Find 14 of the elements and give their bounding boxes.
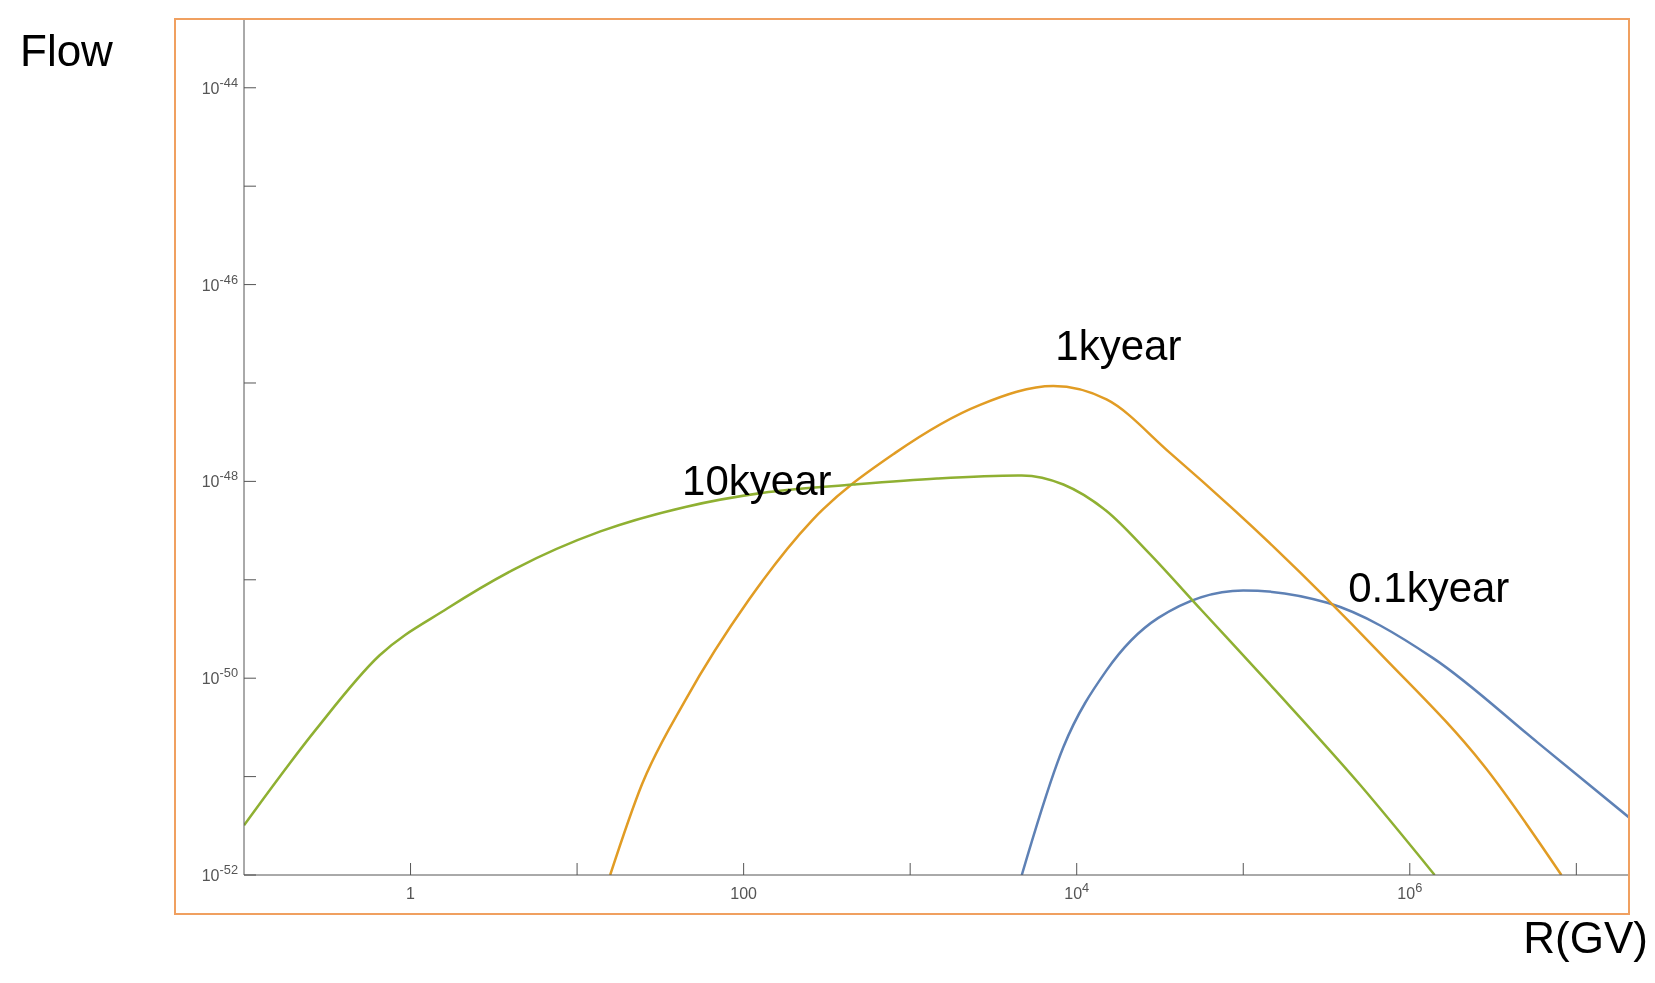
x-tick-label: 100 xyxy=(730,885,758,902)
series-label: 10kyear xyxy=(682,457,832,505)
x-tick-label: 10$^{4}$ xyxy=(1064,879,1090,902)
y-tick-label: 10$^{-50}$ xyxy=(201,664,238,688)
y-axis-title: Flow xyxy=(20,26,113,76)
series-label: 1kyear xyxy=(1055,322,1182,370)
y-tick-label: 10$^{-44}$ xyxy=(201,74,238,97)
x-axis-title: R(GV) xyxy=(1523,913,1648,963)
x-tick-label: 1 xyxy=(406,885,416,902)
y-tick-label: 10$^{-52}$ xyxy=(201,861,238,884)
y-tick-label: 10$^{-48}$ xyxy=(201,467,238,491)
x-tick-label: 10$^{6}$ xyxy=(1397,879,1423,902)
series-label: 0.1kyear xyxy=(1348,564,1510,612)
y-tick-label: 10$^{-46}$ xyxy=(201,271,238,294)
